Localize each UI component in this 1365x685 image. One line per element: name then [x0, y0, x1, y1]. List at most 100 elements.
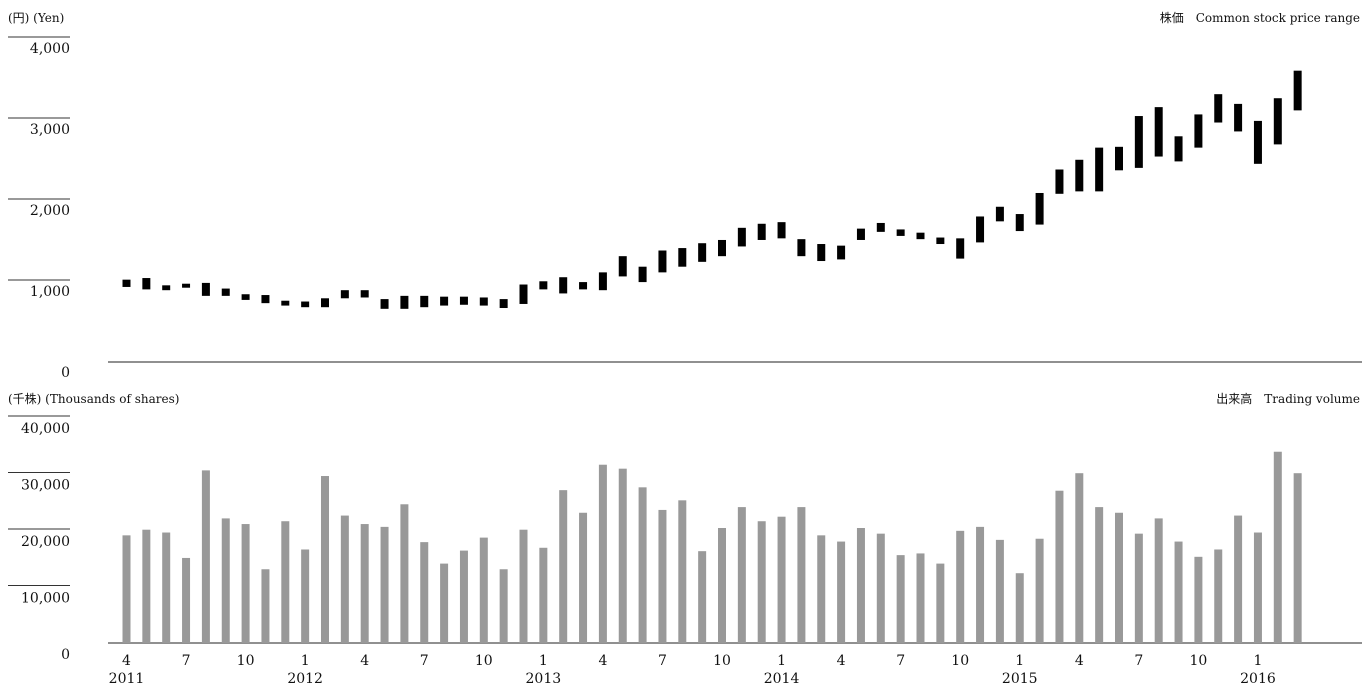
- volume-bar: [856, 528, 865, 643]
- volume-bar: [837, 541, 846, 643]
- price-range-bar: [182, 283, 191, 288]
- volume-y-tick-label: 20,000: [21, 534, 70, 550]
- x-tick-label: 7: [1134, 653, 1143, 669]
- x-tick-label: 4: [1075, 653, 1084, 669]
- price-range-bar: [1015, 214, 1024, 232]
- volume-bar: [598, 464, 607, 643]
- price-range-bar: [737, 227, 746, 247]
- volume-bars: [122, 451, 1302, 643]
- volume-bar: [479, 537, 488, 643]
- price-range-bar: [1035, 192, 1044, 225]
- volume-bar: [1035, 538, 1044, 643]
- x-tick-label: 10: [1189, 653, 1207, 669]
- volume-bar: [976, 526, 985, 643]
- price-range-bar: [241, 294, 250, 300]
- volume-bar: [678, 500, 687, 643]
- volume-bar: [757, 521, 766, 643]
- price-range-bar: [1154, 107, 1163, 157]
- volume-bar: [1075, 473, 1084, 643]
- x-tick-label: 7: [420, 653, 429, 669]
- year-label: 2013: [526, 671, 562, 685]
- price-range-bar: [162, 285, 171, 291]
- volume-bar: [956, 530, 965, 643]
- volume-bar: [142, 529, 151, 643]
- volume-bar: [618, 468, 627, 643]
- x-axis: 4 7 10 1 4 7 10 1 4 7 10 1 4 7 10 1 4 7 10 1 2011 2012 2013 201…: [109, 653, 1276, 685]
- volume-bar: [916, 553, 925, 643]
- volume-bar: [1253, 532, 1262, 643]
- price-range-bar: [777, 222, 786, 239]
- price-y-tick-label: 3,000: [30, 122, 70, 138]
- volume-bar: [281, 521, 290, 643]
- volume-bar: [440, 563, 449, 643]
- x-tick-label: 7: [182, 653, 191, 669]
- year-label: 2015: [1002, 671, 1038, 685]
- price-range-bar: [559, 277, 568, 294]
- price-range-bar: [698, 243, 707, 262]
- price-range-bar: [360, 290, 369, 298]
- volume-bar: [737, 507, 746, 643]
- price-range-bar: [837, 245, 846, 260]
- price-range-bar: [1273, 98, 1282, 145]
- volume-bar: [340, 515, 349, 643]
- price-range-bar: [340, 290, 349, 299]
- price-range-bar: [400, 295, 409, 309]
- volume-bar: [876, 533, 885, 643]
- price-range-bar: [618, 256, 627, 277]
- price-range-bar: [281, 300, 290, 306]
- price-range-bar: [956, 238, 965, 259]
- price-range-bar: [1095, 147, 1104, 192]
- price-range-bar: [1055, 169, 1064, 194]
- volume-bar: [499, 569, 508, 643]
- price-y-axis: 0 1,000 2,000 3,000 4,000: [8, 36, 70, 381]
- year-label: 2012: [287, 671, 323, 685]
- volume-bar: [579, 512, 588, 643]
- volume-bar: [420, 542, 429, 643]
- price-range-bar: [995, 206, 1004, 222]
- volume-y-axis: 0 10,000 20,000 30,000 40,000: [8, 415, 70, 663]
- price-range-bar: [221, 288, 230, 296]
- price-bars: [122, 70, 1302, 309]
- volume-bar: [182, 557, 191, 643]
- volume-bar: [519, 529, 528, 643]
- year-label: 2014: [764, 671, 800, 685]
- volume-y-tick-label: 30,000: [21, 478, 70, 494]
- price-range-bar: [817, 244, 826, 262]
- price-range-bar: [1234, 103, 1243, 132]
- volume-bar: [1055, 490, 1064, 643]
- price-range-bar: [1115, 146, 1123, 171]
- price-range-bar: [598, 272, 607, 291]
- price-range-bar: [440, 296, 449, 306]
- volume-bar: [1115, 512, 1123, 643]
- volume-bar: [1273, 451, 1282, 643]
- price-range-bar: [122, 279, 131, 287]
- volume-y-tick-label: 0: [61, 647, 70, 663]
- x-tick-label: 4: [360, 653, 369, 669]
- volume-bar: [638, 487, 647, 643]
- volume-bar: [1134, 533, 1143, 643]
- price-range-bar: [678, 248, 687, 267]
- volume-bar: [221, 518, 230, 643]
- x-tick-label: 1: [777, 653, 786, 669]
- volume-bar: [777, 516, 786, 643]
- price-range-bar: [1075, 159, 1084, 192]
- x-tick-label: 7: [658, 653, 667, 669]
- volume-bar: [1095, 507, 1104, 643]
- price-range-bar: [1293, 70, 1302, 111]
- price-range-bar: [201, 282, 210, 296]
- year-label: 2016: [1240, 671, 1276, 685]
- price-range-bar: [539, 281, 548, 290]
- price-range-bar: [321, 298, 329, 308]
- volume-bar: [459, 550, 468, 643]
- price-range-bar: [856, 228, 865, 240]
- volume-bar: [698, 551, 707, 643]
- volume-bar: [301, 549, 310, 643]
- price-range-bar: [718, 239, 726, 257]
- volume-bar: [658, 509, 667, 643]
- x-tick-label: 4: [837, 653, 846, 669]
- price-range-bar: [420, 295, 429, 308]
- price-range-bar: [519, 284, 528, 304]
- volume-bar: [936, 563, 945, 643]
- price-range-bar: [380, 299, 389, 309]
